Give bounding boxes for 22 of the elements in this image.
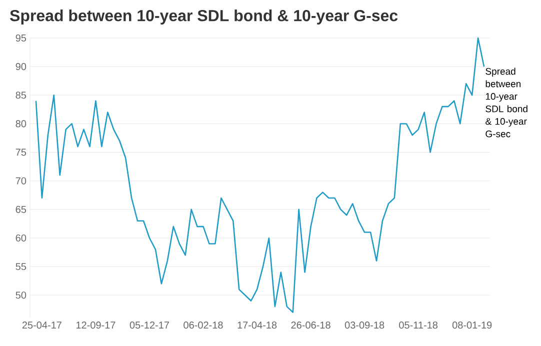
x-tick-label: 06-02-18 [184, 322, 223, 329]
series-label: Spread between 10-year SDL bond & 10-year G-sec [486, 68, 528, 138]
y-tick-label: 75 [16, 148, 26, 156]
line-series [35, 37, 485, 313]
chart-title: Spread between 10-year SDL bond & 10-year G-sec [10, 10, 398, 24]
x-tick-label: 05-12-17 [130, 322, 169, 329]
y-tick-label: 65 [16, 206, 26, 213]
x-tick-label: 03-09-18 [344, 322, 384, 329]
x-tick-label: 12-09-17 [76, 322, 116, 329]
y-tick-label: 95 [16, 34, 26, 42]
x-tick-label: 17-04-18 [238, 322, 277, 329]
y-tick-label: 70 [16, 177, 26, 184]
x-tick-label: 26-06-18 [291, 322, 330, 329]
y-tick-label: 55 [16, 263, 26, 270]
y-tick-label: 60 [16, 234, 26, 242]
x-tick-label: 05-11-18 [399, 322, 438, 329]
x-tick-label: 08-01-19 [452, 322, 492, 329]
y-tick-label: 50 [16, 292, 26, 299]
y-tick-label: 90 [16, 63, 26, 70]
y-tick-label: 80 [16, 120, 26, 128]
y-tick-label: 85 [16, 92, 26, 99]
x-tick-label: 25-04-17 [22, 322, 62, 329]
